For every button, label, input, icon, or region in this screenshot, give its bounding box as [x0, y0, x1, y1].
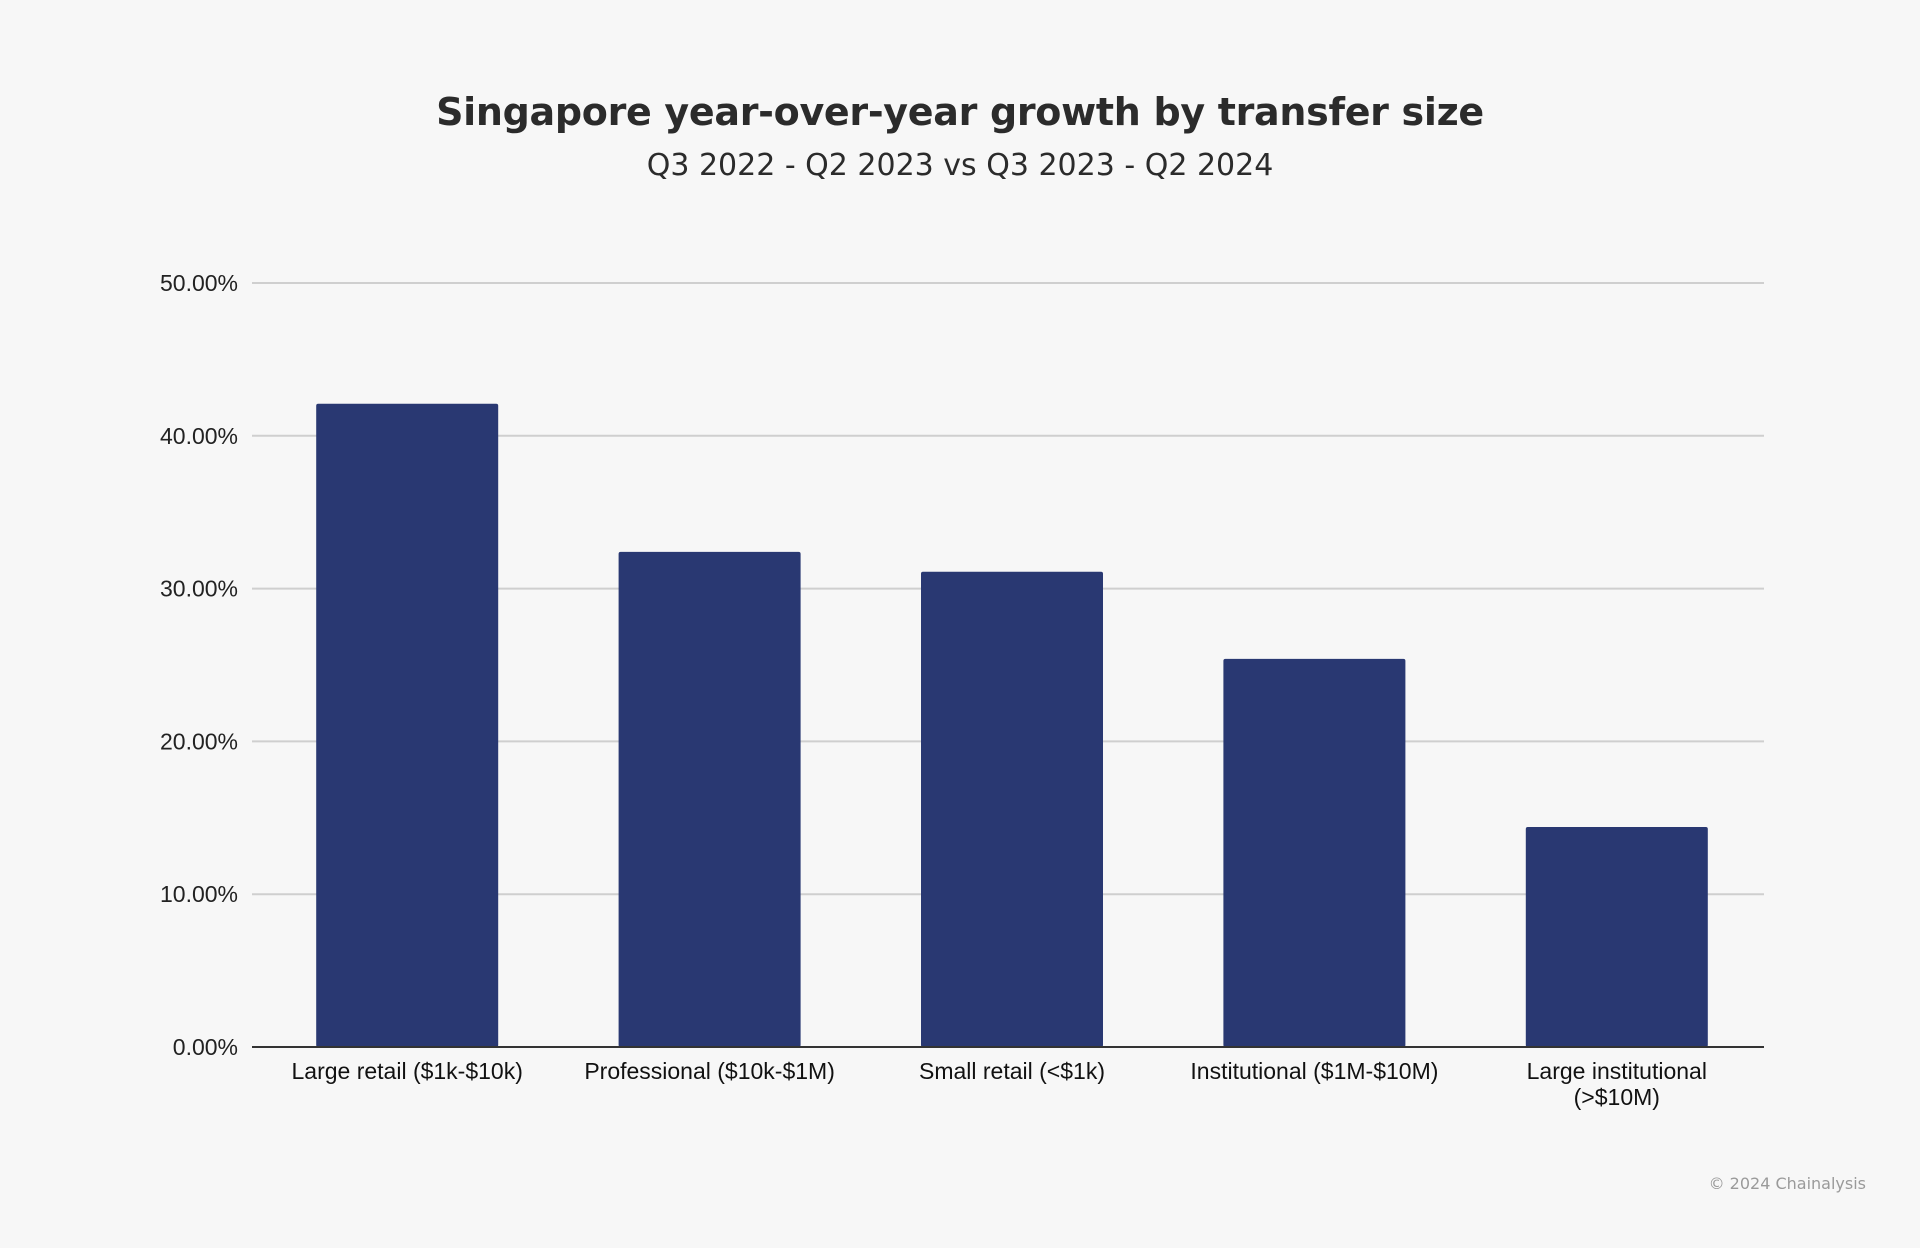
bar	[1525, 826, 1708, 1047]
y-tick-label: 0.00%	[173, 1034, 238, 1060]
chart-subtitle: Q3 2022 - Q2 2023 vs Q3 2023 - Q2 2024	[646, 148, 1274, 183]
bar	[1223, 658, 1406, 1047]
x-axis-category-labels: Large retail ($1k-$10k) Professional ($10…	[291, 1058, 1706, 1110]
y-tick-label: 30.00%	[160, 576, 238, 602]
bar	[316, 403, 499, 1047]
y-axis-tick-labels: 0.00% 10.00% 20.00% 30.00% 40.00% 50.00%	[160, 270, 238, 1060]
x-category-label: (>$10M)	[1574, 1084, 1660, 1110]
x-category-label: Professional ($10k-$1M)	[584, 1058, 835, 1084]
x-category-label: Large retail ($1k-$10k)	[291, 1058, 522, 1084]
chart-title: Singapore year-over-year growth by trans…	[436, 90, 1484, 134]
y-tick-label: 40.00%	[160, 423, 238, 449]
bar	[921, 571, 1103, 1047]
x-category-label: Large institutional	[1527, 1058, 1707, 1084]
y-tick-label: 20.00%	[160, 728, 238, 754]
bar	[618, 551, 801, 1047]
x-category-label: Institutional ($1M-$10M)	[1190, 1058, 1438, 1084]
x-category-label: Small retail (<$1k)	[919, 1058, 1105, 1084]
copyright-text: © 2024 Chainalysis	[1708, 1174, 1866, 1193]
y-tick-label: 50.00%	[160, 270, 238, 296]
bars	[316, 403, 1708, 1047]
y-tick-label: 10.00%	[160, 881, 238, 907]
